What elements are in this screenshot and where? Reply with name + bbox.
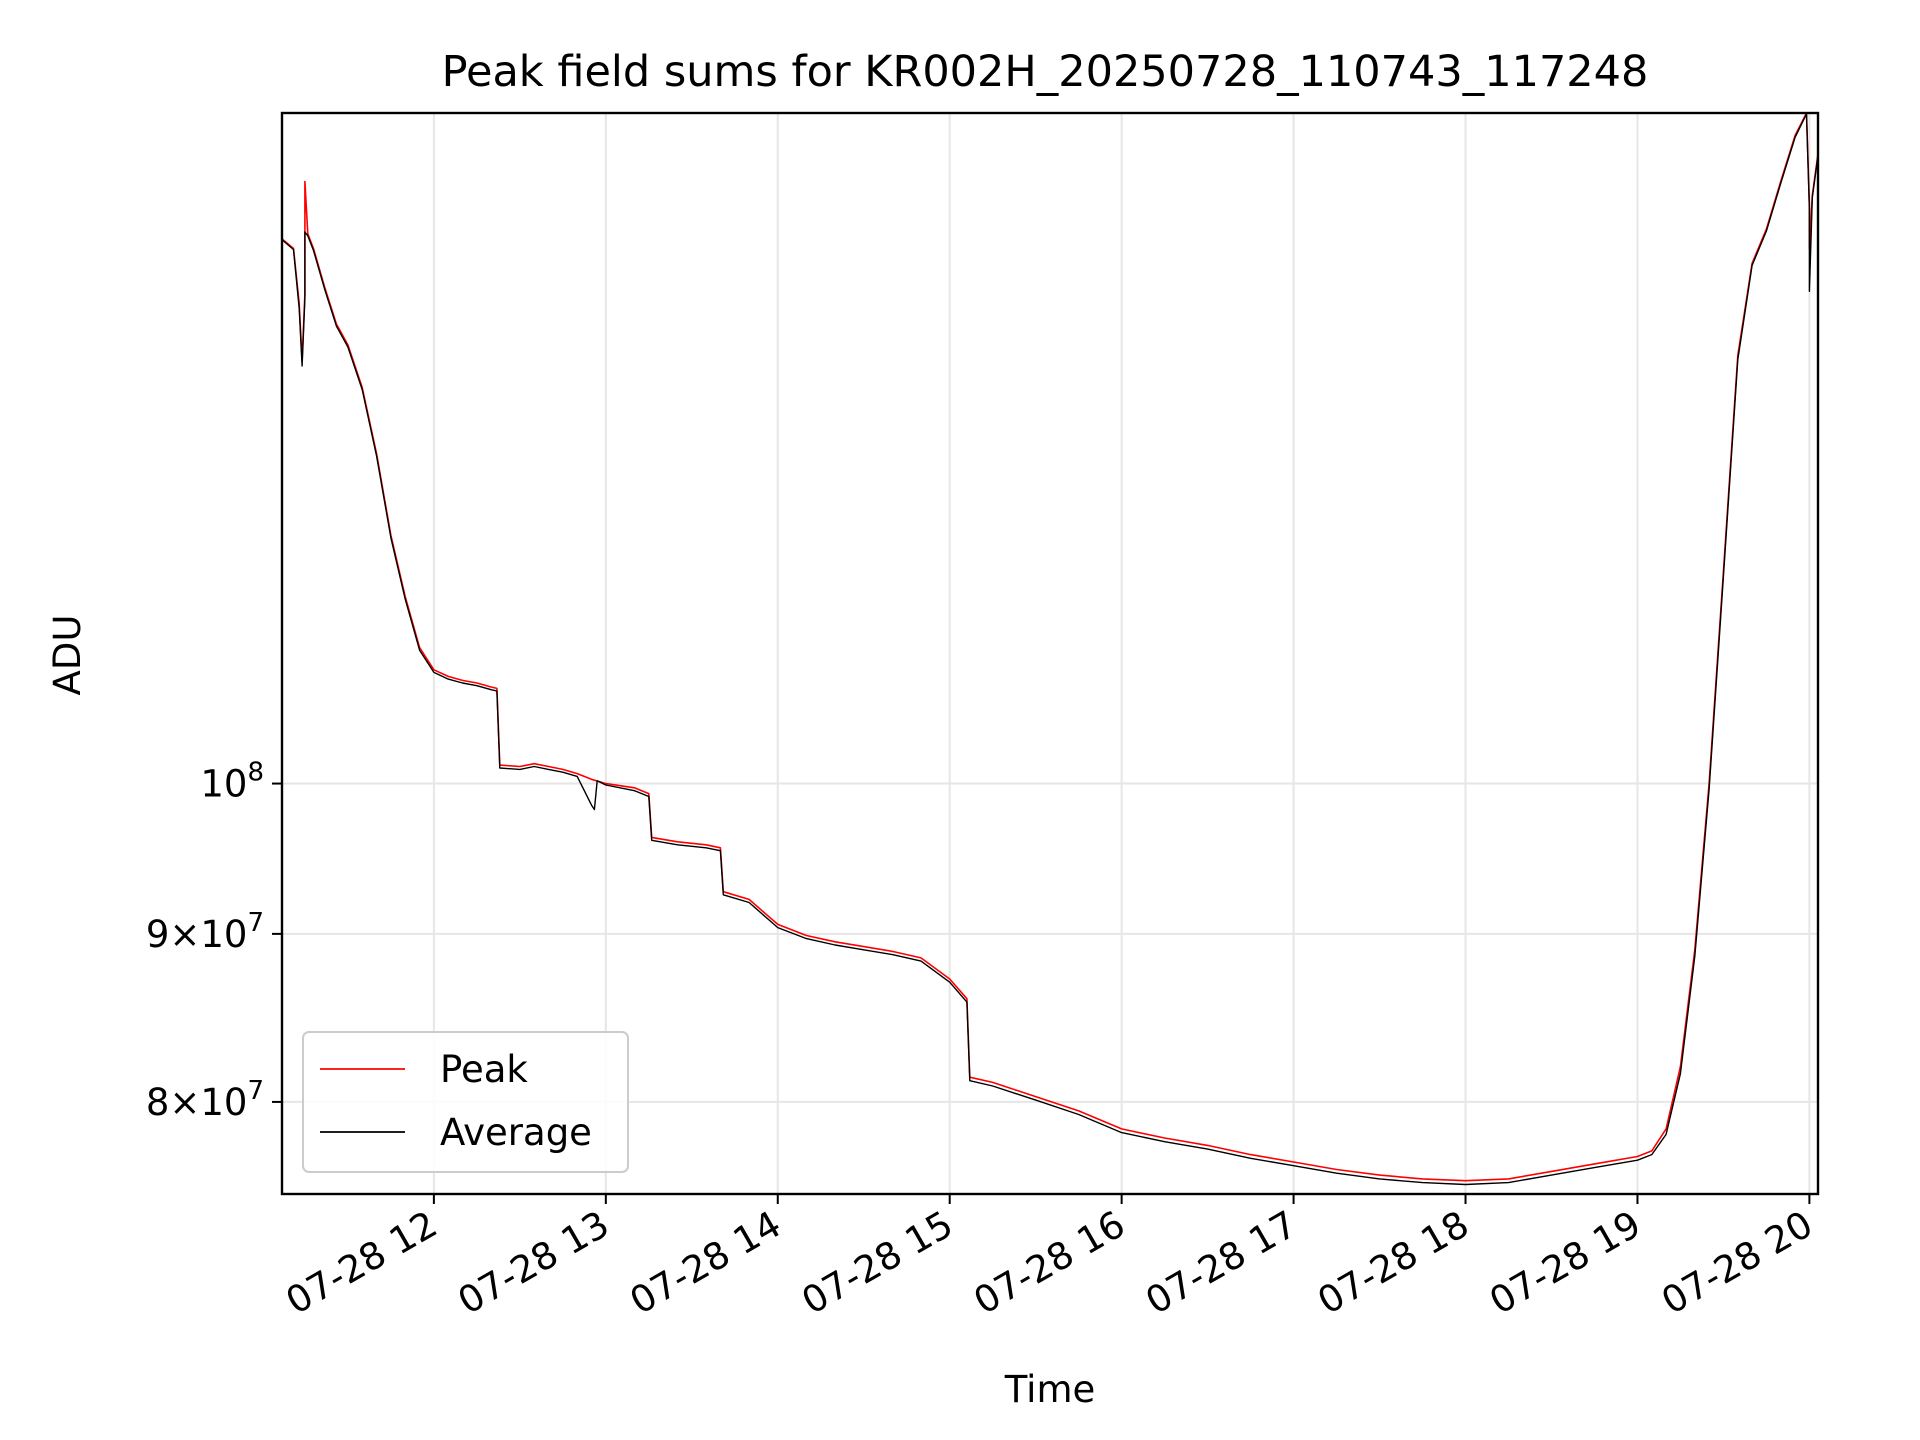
- y-axis-ticks: 8×107 9×107 108: [146, 758, 282, 1124]
- series-line-average: [282, 113, 1818, 1186]
- y-tick-label: 108: [200, 758, 264, 806]
- chart-title: Peak field sums for KR002H_20250728_1107…: [442, 47, 1649, 97]
- y-axis-label: ADU: [46, 615, 89, 696]
- legend-peak-label: Peak: [440, 1048, 528, 1091]
- y-tick-label: 9×107: [146, 908, 264, 956]
- y-tick-label: 8×107: [146, 1076, 264, 1124]
- legend-box: [302, 1031, 629, 1173]
- series-layer: [282, 113, 1818, 1186]
- x-axis-label: Time: [1004, 1368, 1096, 1411]
- plot-frame: [280, 111, 1820, 1196]
- legend: Peak Average: [302, 1031, 629, 1173]
- legend-average-label: Average: [440, 1111, 592, 1154]
